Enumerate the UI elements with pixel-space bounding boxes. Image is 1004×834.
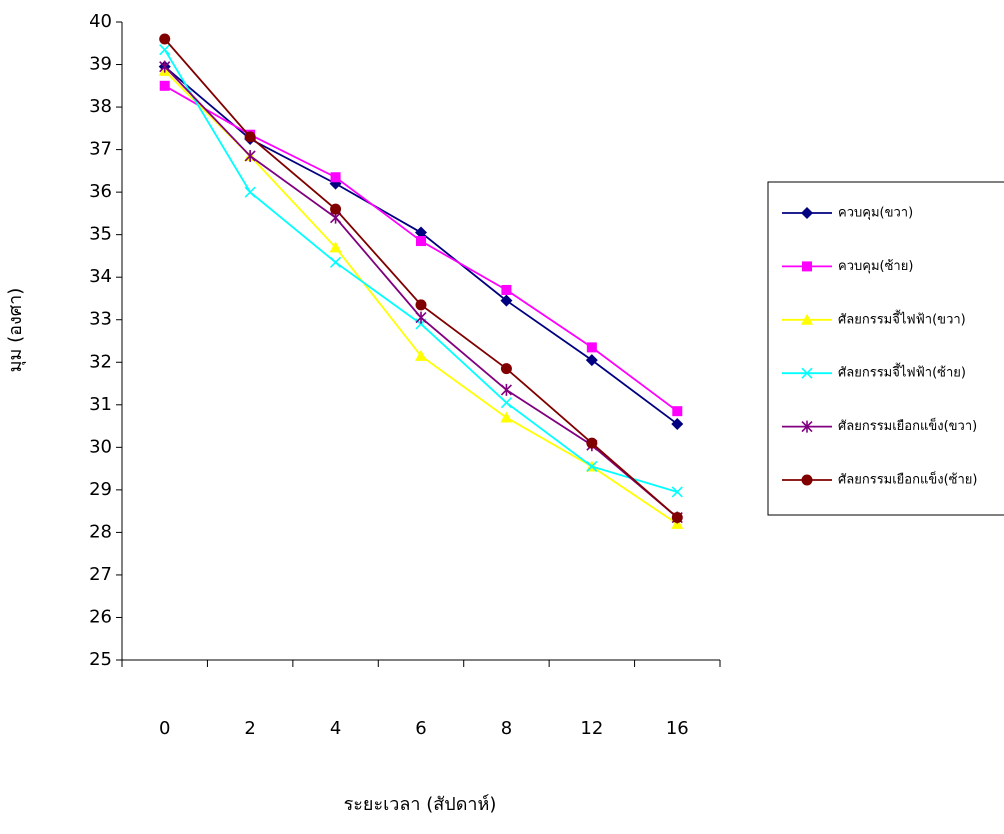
marker (159, 80, 170, 91)
marker (801, 367, 813, 379)
marker (671, 486, 683, 498)
legend-box (767, 181, 1004, 516)
legend-label: ควบคุม(ขวา) (838, 206, 913, 221)
y-tick-label: 25 (89, 649, 112, 670)
marker (159, 60, 171, 73)
legend-label: ควบคุม(ซ้าย) (838, 259, 913, 274)
marker (244, 131, 256, 143)
y-tick-label: 27 (89, 564, 112, 585)
series-line (164, 70, 678, 525)
marker (415, 299, 427, 311)
marker (585, 354, 598, 367)
marker (802, 261, 812, 272)
marker (671, 512, 683, 524)
y-axis-title: มุม (องศา) (5, 288, 26, 373)
series-line (164, 38, 678, 519)
x-axis-title: ระยะเวลา (สัปดาห์) (344, 794, 497, 815)
y-tick-label: 30 (89, 436, 112, 457)
marker (672, 406, 683, 417)
marker (329, 241, 342, 253)
marker (671, 417, 684, 430)
marker (801, 420, 813, 433)
marker (244, 186, 256, 198)
marker (159, 44, 171, 56)
x-tick-label: 16 (666, 718, 689, 739)
legend-label: ศัลยกรรมเยือกแข็ง(ซ้าย) (838, 470, 977, 488)
legend-label: ศัลยกรรมเยือกแข็ง(ขวา) (838, 416, 977, 434)
marker (801, 207, 813, 219)
y-tick-label: 36 (89, 181, 112, 202)
marker (500, 383, 512, 396)
marker (415, 226, 427, 239)
y-tick-label: 31 (89, 394, 112, 415)
marker (501, 284, 512, 295)
marker (330, 203, 342, 215)
x-tick-label: 4 (330, 718, 341, 739)
y-tick-label: 32 (89, 351, 112, 372)
y-tick-label: 28 (89, 521, 112, 542)
marker (500, 397, 512, 409)
marker (330, 172, 341, 183)
x-tick-label: 12 (580, 718, 603, 739)
marker (586, 437, 598, 449)
y-tick-label: 40 (89, 11, 112, 32)
x-tick-label: 8 (501, 718, 512, 739)
marker (586, 342, 597, 353)
y-tick-label: 39 (89, 54, 112, 75)
legend-label: ศัลยกรรมจี้ไฟฟ้า(ขวา) (838, 309, 966, 327)
y-tick-label: 37 (89, 139, 112, 160)
marker (159, 33, 171, 45)
x-tick-label: 0 (159, 718, 170, 739)
y-tick-label: 35 (89, 224, 112, 245)
y-tick-label: 26 (89, 606, 112, 627)
marker (500, 363, 512, 375)
marker (244, 149, 256, 162)
marker (330, 256, 342, 268)
x-tick-label: 6 (415, 718, 426, 739)
y-tick-label: 29 (89, 479, 112, 500)
legend-label: ศัลยกรรมจี้ไฟฟ้า(ซ้าย) (838, 363, 966, 381)
marker (801, 474, 813, 486)
marker (500, 294, 513, 307)
series-line (163, 49, 678, 493)
x-tick-label: 2 (244, 718, 255, 739)
y-tick-label: 38 (89, 96, 112, 117)
y-tick-label: 34 (89, 266, 112, 287)
series-line (164, 85, 678, 412)
marker (415, 311, 427, 324)
marker (416, 236, 426, 247)
marker (586, 460, 598, 473)
y-tick-label: 33 (89, 309, 112, 330)
marker (415, 349, 427, 361)
marker (500, 411, 513, 423)
marker (801, 313, 813, 325)
